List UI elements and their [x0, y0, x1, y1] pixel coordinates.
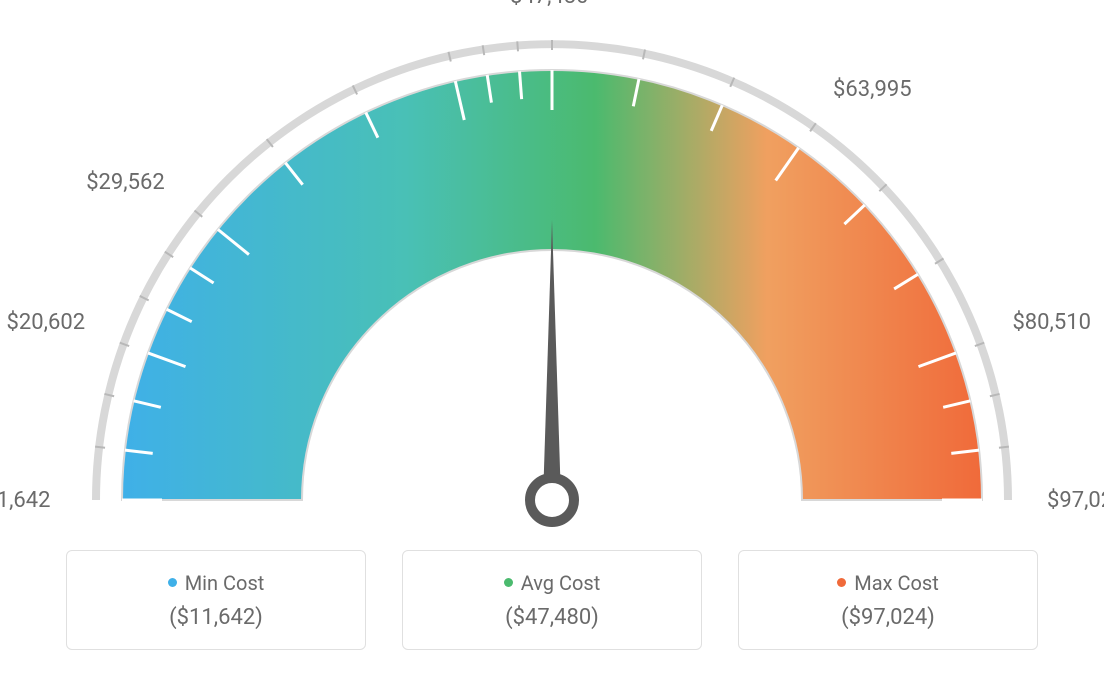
legend-dot-min [168, 578, 177, 587]
legend-card-max: Max Cost ($97,024) [738, 550, 1038, 650]
gauge-svg [0, 0, 1104, 540]
legend-dot-max [837, 578, 846, 587]
legend-card-min: Min Cost ($11,642) [66, 550, 366, 650]
legend-row: Min Cost ($11,642) Avg Cost ($47,480) Ma… [0, 550, 1104, 650]
legend-label-max: Max Cost [837, 571, 939, 595]
legend-label-min-text: Min Cost [185, 571, 265, 595]
legend-dot-avg [504, 578, 513, 587]
legend-label-avg-text: Avg Cost [521, 571, 601, 595]
gauge-chart: $11,642 $20,602 $29,562 $47,480 $63,995 $80,5… [0, 0, 1104, 540]
legend-label-max-text: Max Cost [854, 571, 939, 595]
gauge-tick-label: $29,562 [86, 170, 165, 195]
legend-card-avg: Avg Cost ($47,480) [402, 550, 702, 650]
legend-value-max: ($97,024) [841, 605, 935, 630]
gauge-tick-label: $11,642 [0, 488, 51, 513]
legend-value-min: ($11,642) [169, 605, 263, 630]
gauge-tick-label: $80,510 [1012, 310, 1091, 335]
legend-label-avg: Avg Cost [504, 571, 601, 595]
gauge-tick-label: $20,602 [7, 310, 86, 335]
gauge-tick-label: $97,024 [1047, 488, 1104, 513]
gauge-tick-label: $63,995 [833, 77, 912, 102]
legend-label-min: Min Cost [168, 571, 265, 595]
gauge-tick-label: $47,480 [510, 0, 589, 9]
legend-value-avg: ($47,480) [505, 605, 599, 630]
